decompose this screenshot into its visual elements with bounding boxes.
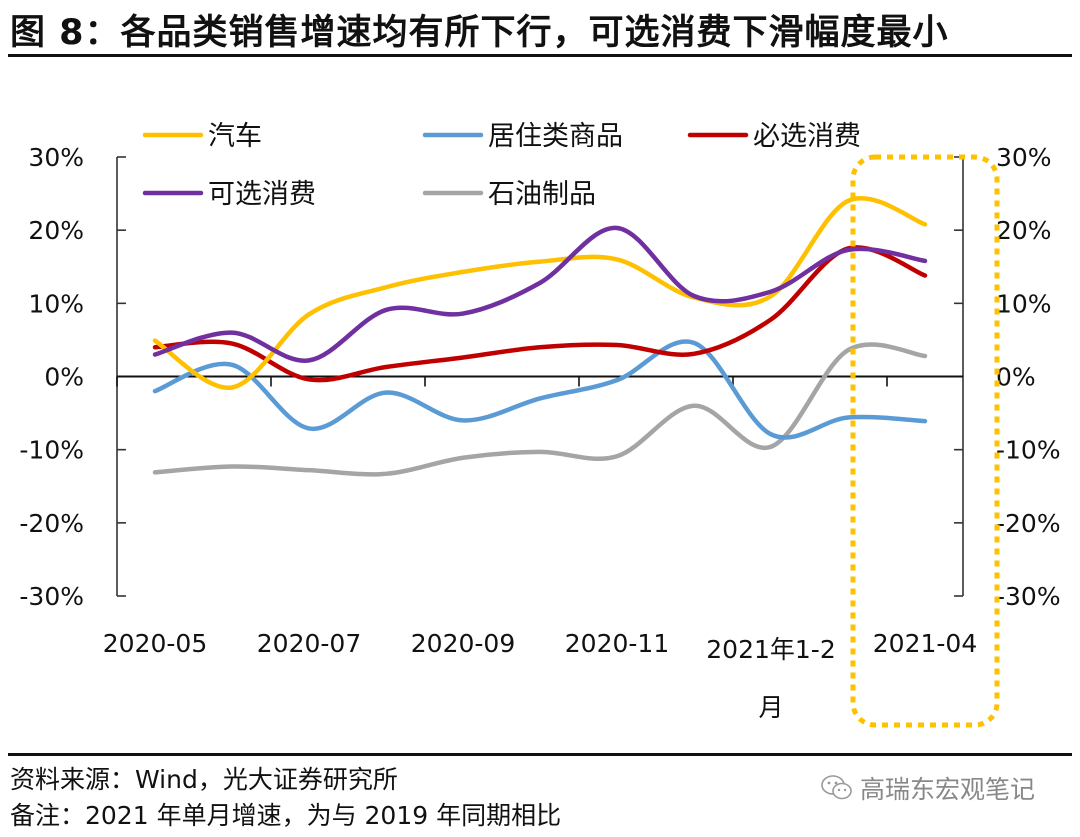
figure-title: 图 8：各品类销售增速均有所下行，可选消费下滑幅度最小 xyxy=(10,13,949,53)
series-line-2 xyxy=(152,245,928,383)
series-line-3 xyxy=(152,225,928,363)
x-tick-label: 2020-11 xyxy=(565,629,669,658)
y-tick-label-left: 20% xyxy=(28,216,84,245)
legend-label: 居住类商品 xyxy=(488,121,623,152)
remark-note: 备注：2021 年单月增速，为与 2019 年同期相比 xyxy=(10,801,562,830)
y-tick-label-right: -20% xyxy=(996,509,1061,538)
x-tick-label: 2020-09 xyxy=(411,629,515,658)
legend-label: 石油制品 xyxy=(488,179,596,210)
series-line-0 xyxy=(152,196,928,390)
x-tick-label: 2020-07 xyxy=(257,629,361,658)
y-tick-label-left: 10% xyxy=(28,289,84,318)
source-note: 资料来源：Wind，光大证券研究所 xyxy=(10,765,398,794)
line-chart: 30% 30% 20% 20% 10% 10% 0% 0% -10% -10% -20% -20% -3… xyxy=(19,121,1061,728)
y-tick-label-left: -10% xyxy=(19,436,84,465)
y-tick-label-left: 30% xyxy=(28,143,84,172)
series-line-1 xyxy=(152,339,928,440)
x-tick-label: 2021年1-2 xyxy=(706,635,835,664)
y-tick-label-right: -10% xyxy=(996,436,1061,465)
y-tick-label-left: -30% xyxy=(19,582,84,611)
y-tick-label-right: -30% xyxy=(996,582,1061,611)
title-divider xyxy=(8,54,1072,57)
legend-label: 必选消费 xyxy=(753,121,861,152)
axes: 30% 30% 20% 20% 10% 10% 0% 0% -10% -10% -20% -20% -3… xyxy=(19,143,1060,722)
y-tick-label-right: 30% xyxy=(996,143,1052,172)
x-tick-label-wrap: 月 xyxy=(758,693,783,722)
y-tick-label-right: 0% xyxy=(996,363,1036,392)
series-line-4 xyxy=(152,342,928,477)
y-tick-label-right: 20% xyxy=(996,216,1052,245)
series-layer xyxy=(152,196,928,477)
y-tick-label-left: -20% xyxy=(19,509,84,538)
legend-label: 可选消费 xyxy=(208,179,316,210)
y-tick-label-left: 0% xyxy=(44,363,84,392)
watermark-text: 高瑞东宏观笔记 xyxy=(860,775,1036,804)
x-tick-label: 2020-05 xyxy=(103,629,207,658)
watermark: 高瑞东宏观笔记 xyxy=(820,770,1035,806)
footer-divider xyxy=(8,753,1072,756)
x-tick-label: 2021-04 xyxy=(873,629,977,658)
legend-label: 汽车 xyxy=(208,121,262,152)
y-tick-label-right: 10% xyxy=(996,289,1052,318)
highlight-box xyxy=(850,154,1000,728)
wechat-icon xyxy=(821,775,852,800)
